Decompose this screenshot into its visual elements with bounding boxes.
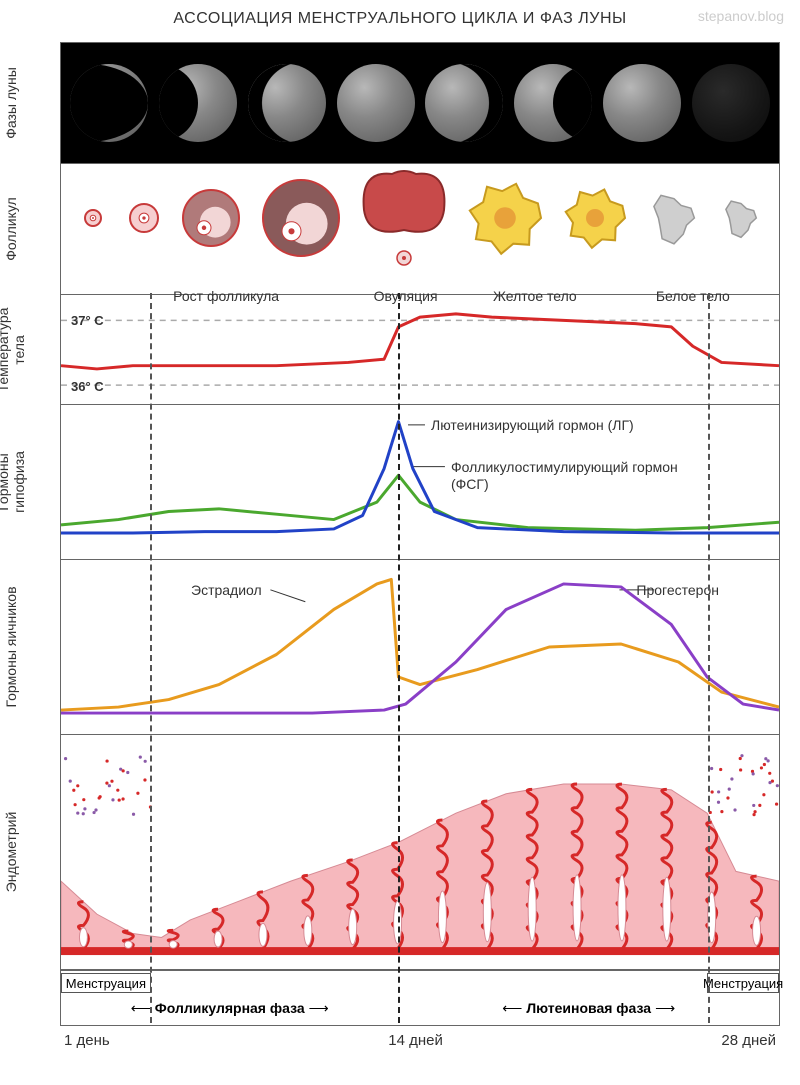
ovarian-panel: Гормоны яичников Эстрадиол Прогестерон bbox=[61, 560, 779, 735]
phase-arrows: ⟵Фолликулярная фаза⟶⟵Лютеиновая фаза⟶ bbox=[61, 997, 779, 1019]
moon-full bbox=[337, 64, 415, 142]
moon-panel: Фазы луны bbox=[61, 43, 779, 164]
follicle-panel: Фолликул Рост фолликулаОвуляцияЖелтое те… bbox=[61, 164, 779, 295]
temperature-chart bbox=[61, 295, 779, 404]
moon-strip bbox=[61, 43, 779, 163]
page-title: АССОЦИАЦИЯ МЕНСТРУАЛЬНОГО ЦИКЛА И ФАЗ ЛУ… bbox=[0, 0, 800, 34]
moon-first-quarter bbox=[159, 64, 237, 142]
follicle-stage-8 bbox=[720, 197, 762, 239]
follicle-stage-0 bbox=[78, 203, 108, 233]
temp-low-label: 36° C bbox=[71, 379, 104, 394]
temp-high-label: 37° C bbox=[71, 313, 104, 328]
follicle-stage-4 bbox=[361, 166, 447, 270]
temperature-panel: Температуратела 37° C 36° C bbox=[61, 295, 779, 405]
endometrium-chart bbox=[61, 735, 779, 969]
day-axis: 1 день 14 дней 28 дней bbox=[60, 1032, 780, 1049]
progesterone-label: Прогестерон bbox=[636, 582, 719, 598]
moon-waxing-crescent bbox=[70, 64, 148, 142]
pituitary-panel: Гормоныгипофиза Лютеинизирующий гормон (… bbox=[61, 405, 779, 560]
follicle-stage-7 bbox=[647, 191, 701, 245]
follicular-label: Фолликулярная фаза bbox=[155, 1000, 305, 1016]
menstruation-box: Менструация bbox=[61, 973, 151, 993]
endometrium-panel: Эндометрий bbox=[61, 735, 779, 970]
day-14: 14 дней bbox=[388, 1032, 443, 1049]
follicle-stage-5 bbox=[466, 179, 544, 257]
moon-new bbox=[692, 64, 770, 142]
luteal-label: Лютеиновая фаза bbox=[526, 1000, 651, 1016]
chart-area: Фазы луны Фолликул Рост фолликулаОвуляци… bbox=[60, 42, 780, 1026]
moon-waning-crescent bbox=[603, 64, 681, 142]
follicle-strip: Рост фолликулаОвуляцияЖелтое телоБелое т… bbox=[61, 164, 779, 294]
moon-waning-gibbous bbox=[425, 64, 503, 142]
follicle-stage-3 bbox=[260, 177, 342, 259]
moon-last-quarter bbox=[514, 64, 592, 142]
watermark: stepanov.blog bbox=[698, 8, 784, 24]
estradiol-label: Эстрадиол bbox=[191, 582, 262, 598]
vertical-guide bbox=[150, 293, 152, 1023]
follicle-stage-6 bbox=[562, 185, 628, 251]
fsh-label: Фолликулостимулирующий гормон(ФСГ) bbox=[451, 459, 678, 493]
vertical-guide bbox=[398, 293, 400, 1023]
vertical-guide bbox=[708, 293, 710, 1023]
lh-label: Лютеинизирующий гормон (ЛГ) bbox=[431, 417, 634, 433]
day-28: 28 дней bbox=[721, 1032, 776, 1049]
follicle-stage-1 bbox=[127, 201, 161, 235]
menstruation-box: Менструация bbox=[707, 973, 779, 993]
phase-strip: Менструация Менструация ⟵Фолликулярная фаз… bbox=[61, 970, 779, 1025]
moon-waxing-gibbous bbox=[248, 64, 326, 142]
day-1: 1 день bbox=[64, 1032, 110, 1049]
follicle-stage-2 bbox=[180, 187, 242, 249]
